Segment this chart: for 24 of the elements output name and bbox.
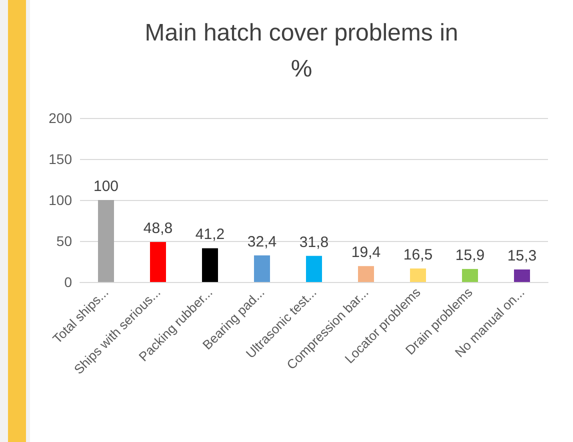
bar — [358, 266, 374, 282]
bar — [514, 269, 530, 282]
data-label: 15,3 — [507, 247, 537, 264]
bar — [306, 256, 322, 282]
chart-title: Main hatch cover problems in % — [144, 20, 458, 82]
bar — [254, 255, 270, 282]
y-tick-label: 200 — [48, 110, 72, 126]
data-label: 15,9 — [455, 246, 485, 264]
bar — [202, 248, 218, 282]
y-tick-label: 100 — [48, 192, 72, 208]
y-tick-label: 150 — [48, 151, 72, 167]
data-label: 31,8 — [299, 234, 329, 251]
bar — [98, 200, 114, 282]
data-label: 32,4 — [247, 233, 277, 250]
data-label: 16,5 — [403, 246, 433, 264]
data-label: 100 — [93, 178, 119, 195]
bar — [150, 242, 166, 282]
data-label: 19,4 — [351, 244, 381, 262]
bar — [462, 268, 478, 282]
data-label: 48,8 — [143, 220, 173, 237]
bar — [410, 268, 426, 282]
y-tick-label: 50 — [56, 233, 72, 249]
y-tick-label: 0 — [64, 274, 72, 290]
data-label: 41,2 — [195, 226, 225, 244]
